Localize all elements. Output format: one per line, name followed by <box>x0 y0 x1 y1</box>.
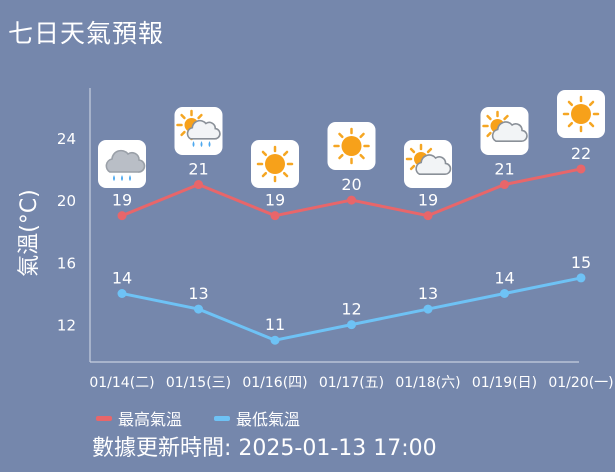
chart-labels: 19 21 19 20 19 21 22 14 13 11 12 13 14 15 <box>112 144 591 334</box>
x-tick-label: 01/16(四) <box>242 375 307 391</box>
sun-disc <box>265 154 285 174</box>
rain-drop <box>121 175 123 181</box>
temperature-chart: 12 16 20 24 氣溫(°C) 01/14(二) 01/15(三) 01/16(四) 01… <box>17 88 614 391</box>
sun-ray <box>567 100 574 107</box>
sun-ray <box>359 153 365 160</box>
sun-ray <box>409 147 416 154</box>
chart-series <box>117 164 586 345</box>
data-label: 14 <box>112 269 132 288</box>
data-point <box>194 180 203 190</box>
legend-label-high: 最高氣溫 <box>118 410 183 429</box>
x-tick-label: 01/14(二) <box>89 375 154 391</box>
sun-ray <box>588 121 595 128</box>
data-point <box>423 211 433 221</box>
rain-cloud-icon <box>98 140 146 188</box>
sun-ray <box>486 114 492 121</box>
data-point <box>117 211 127 221</box>
sun-ray <box>588 100 595 107</box>
data-point <box>270 335 280 345</box>
partly-cloudy-icon <box>404 140 452 188</box>
rain-drop <box>192 141 195 147</box>
cloud-shape <box>415 154 452 175</box>
data-point <box>347 195 356 205</box>
sun-ray <box>282 171 289 178</box>
data-label: 13 <box>188 284 208 303</box>
y-tick-label: 12 <box>57 317 76 335</box>
sun-ray <box>282 150 289 157</box>
data-label: 11 <box>265 315 285 334</box>
legend-swatch-low <box>214 415 230 421</box>
data-label: 19 <box>418 191 438 210</box>
sun-ray <box>180 130 186 137</box>
sun-ray <box>261 150 268 157</box>
data-point <box>576 164 586 174</box>
data-point <box>500 289 509 298</box>
data-label: 21 <box>494 160 514 179</box>
sun-ray <box>197 113 203 120</box>
data-label: 19 <box>112 191 132 210</box>
data-point <box>500 180 509 190</box>
x-tick-label: 01/20(一) <box>548 375 613 391</box>
y-tick-label: 24 <box>57 130 76 148</box>
rain-drop <box>200 141 203 147</box>
legend-label-low: 最低氣溫 <box>236 410 301 429</box>
sun-ray <box>486 131 492 138</box>
x-tick-label: 01/15(三) <box>166 375 231 391</box>
sun-disc <box>341 136 362 156</box>
data-label: 20 <box>341 175 361 194</box>
x-tick-label: 01/19(日) <box>472 375 537 391</box>
sun-ray <box>338 132 344 139</box>
x-tick-label: 01/17(五) <box>319 375 384 391</box>
sun-ray <box>426 147 433 154</box>
partly-cloudy-icon <box>480 107 529 155</box>
data-label: 14 <box>494 269 514 288</box>
x-tick-label: 01/18(六) <box>395 375 460 391</box>
sun-ray <box>503 114 509 121</box>
sun-ray <box>338 153 344 160</box>
legend-swatch-high <box>96 415 112 421</box>
y-axis-label: 氣溫(°C) <box>17 189 42 277</box>
data-point <box>270 211 280 221</box>
cloud-shape <box>105 149 146 173</box>
legend-item-low: 最低氣溫 <box>214 406 300 430</box>
sun-ray <box>567 121 574 128</box>
data-point <box>423 304 433 314</box>
sun-ray <box>261 171 268 178</box>
sun-ray <box>180 113 186 120</box>
data-label: 19 <box>265 191 285 210</box>
data-label: 13 <box>418 284 438 303</box>
y-tick-label: 20 <box>57 192 76 210</box>
sun-icon <box>251 140 299 188</box>
update-timestamp: 數據更新時間: 2025-01-13 17:00 <box>92 436 437 461</box>
data-point <box>194 304 203 314</box>
rain-drop <box>113 175 115 181</box>
data-point <box>117 289 127 298</box>
sun-ray <box>359 132 365 139</box>
data-label: 15 <box>571 253 591 272</box>
page-title: 七日天氣預報 <box>8 19 165 48</box>
chart-axes: 12 16 20 24 氣溫(°C) 01/14(二) 01/15(三) 01/16(四) 01… <box>17 88 614 391</box>
weather-icons <box>98 90 605 188</box>
data-label: 22 <box>571 144 591 163</box>
data-label: 21 <box>188 160 208 179</box>
sun-ray <box>409 164 416 171</box>
rain-drop <box>208 141 211 147</box>
cloud-shape <box>186 119 221 140</box>
legend-item-high: 最高氣溫 <box>96 406 182 430</box>
partly-cloudy-rain-icon <box>174 107 223 155</box>
data-point <box>347 320 356 330</box>
data-label: 12 <box>341 300 361 319</box>
sun-icon <box>557 90 605 138</box>
rain-drop <box>129 175 131 181</box>
y-tick-label: 16 <box>57 254 76 272</box>
cloud-shape <box>491 121 528 142</box>
data-point <box>576 273 586 283</box>
sun-icon <box>327 122 376 170</box>
sun-disc <box>571 104 591 124</box>
